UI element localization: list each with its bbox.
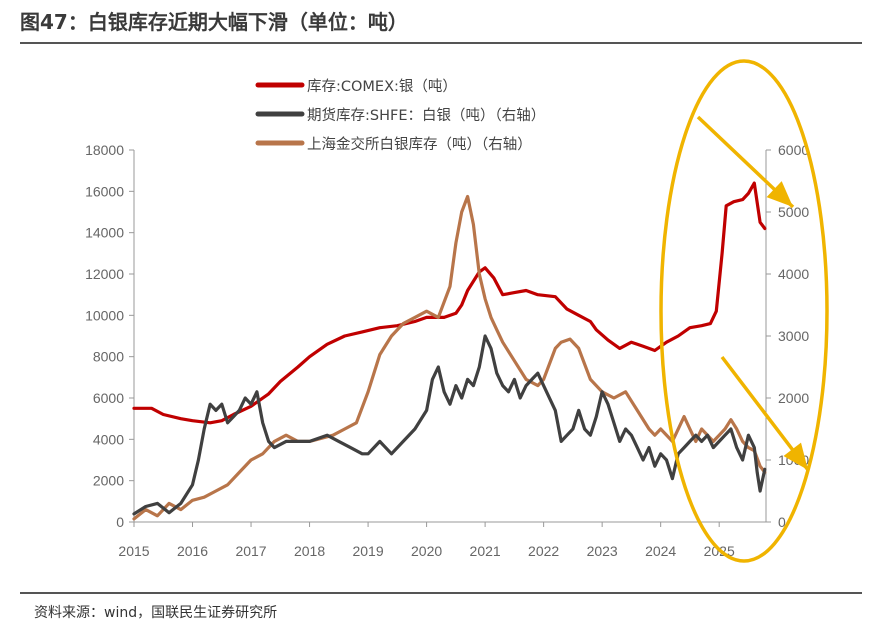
- y-left-tick-label: 16000: [85, 183, 124, 199]
- axes: [133, 150, 767, 523]
- y-left-tick-label: 4000: [93, 431, 124, 447]
- x-tick-label: 2024: [645, 543, 676, 559]
- x-tick-label: 2019: [352, 543, 383, 559]
- page-title: 图47：白银库存近期大幅下滑（单位：吨）: [20, 10, 408, 34]
- y-left-tick-label: 10000: [85, 307, 124, 323]
- series-group: [132, 181, 767, 521]
- footer-divider: [20, 592, 862, 594]
- y-right-tick-label: 0: [778, 514, 786, 530]
- y-left-tick-label: 2000: [93, 473, 124, 489]
- y-left-tick-label: 8000: [93, 349, 124, 365]
- x-tick-label: 2021: [470, 543, 501, 559]
- y-left-tick-label: 18000: [85, 142, 124, 158]
- x-tick-label: 2016: [177, 543, 208, 559]
- y-left-tick-label: 12000: [85, 266, 124, 282]
- x-tick-label: 2015: [118, 543, 149, 559]
- legend: 库存:COMEX:银（吨） 期货库存:SHFE：白银（吨）（右轴） 上海金交所白银库…: [255, 78, 545, 153]
- y-right-tick-label: 3000: [778, 328, 809, 344]
- y-axis-right: 6000500040003000200010000: [766, 142, 809, 530]
- y-right-tick-label: 6000: [778, 142, 809, 158]
- highlight-arrow-upper-head: [766, 181, 793, 207]
- highlight-ellipse: [659, 59, 829, 563]
- y-right-tick-label: 4000: [778, 266, 809, 282]
- x-tick-label: 2018: [294, 543, 325, 559]
- y-left-tick-label: 0: [116, 514, 124, 530]
- legend-label-shfe: 期货库存:SHFE：白银（吨）（右轴）: [307, 107, 545, 124]
- y-axis-left: 18000 16000 14000 12000 10000 8000 6000 4000 200…: [85, 142, 134, 530]
- highlight-arrow-lower-head: [783, 442, 808, 470]
- y-left-tick-label: 6000: [93, 390, 124, 406]
- series-line-shfe: [132, 334, 767, 516]
- source-note: 资料来源：wind，国联民生证券研究所: [34, 605, 278, 621]
- x-tick-label: 2023: [587, 543, 618, 559]
- x-axis: 2015 2016 2017 2018 2019 2020 2021 2022 2023 2024…: [118, 522, 735, 559]
- y-left-tick-label: 14000: [85, 225, 124, 241]
- title-divider: [20, 42, 862, 44]
- legend-label-sge: 上海金交所白银库存（吨）（右轴）: [307, 135, 532, 153]
- x-tick-label: 2017: [235, 543, 266, 559]
- x-tick-label: 2022: [528, 543, 559, 559]
- y-right-tick-label: 5000: [778, 204, 809, 220]
- x-tick-label: 2020: [411, 543, 442, 559]
- series-line-sge: [132, 194, 767, 521]
- highlight-annotation: [659, 59, 829, 563]
- chart: 18000 16000 14000 12000 10000 8000 6000 4000 200…: [85, 59, 829, 563]
- legend-label-comex: 库存:COMEX:银（吨）: [307, 78, 457, 95]
- series-line-comex: [132, 181, 767, 425]
- y-right-tick-label: 2000: [778, 390, 809, 406]
